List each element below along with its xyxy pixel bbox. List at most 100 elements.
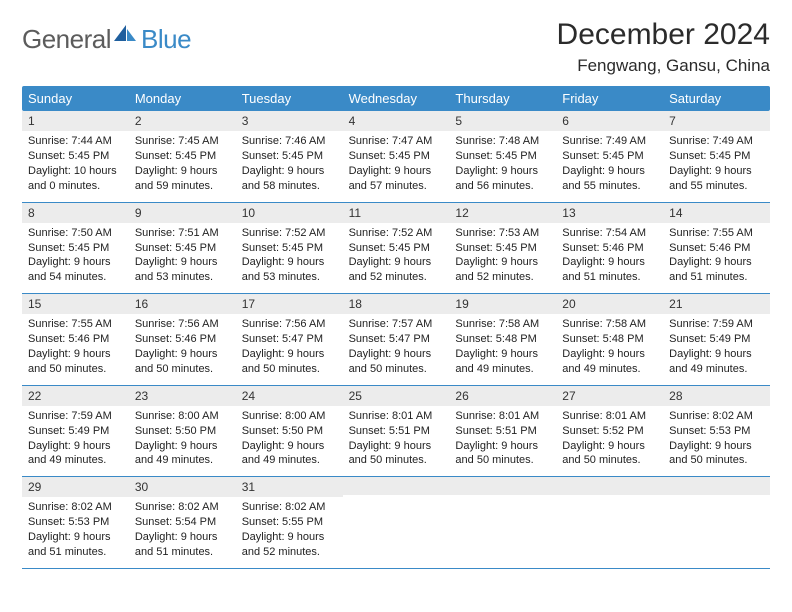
daylight-line: Daylight: 9 hours and 57 minutes. [349,164,444,194]
day-number: 11 [343,203,450,223]
day-number: 22 [22,386,129,406]
sunset-line: Sunset: 5:50 PM [135,424,230,439]
daylight-line: Daylight: 9 hours and 55 minutes. [562,164,657,194]
sunrise-line: Sunrise: 8:01 AM [455,409,550,424]
sunrise-line: Sunrise: 7:55 AM [28,317,123,332]
day-number [343,477,450,495]
sunrise-line: Sunrise: 7:59 AM [669,317,764,332]
calendar-day [343,477,450,568]
day-number: 28 [663,386,770,406]
calendar-day: 4Sunrise: 7:47 AMSunset: 5:45 PMDaylight… [343,111,450,202]
calendar-day: 18Sunrise: 7:57 AMSunset: 5:47 PMDayligh… [343,294,450,385]
day-number: 7 [663,111,770,131]
sunrise-line: Sunrise: 7:48 AM [455,134,550,149]
daylight-line: Daylight: 10 hours and 0 minutes. [28,164,123,194]
calendar-day: 14Sunrise: 7:55 AMSunset: 5:46 PMDayligh… [663,203,770,294]
title-block: December 2024 Fengwang, Gansu, China [557,18,770,76]
daylight-line: Daylight: 9 hours and 50 minutes. [242,347,337,377]
calendar-day: 30 Sunrise: 8:02 AMSunset: 5:54 PMDayligh… [129,477,236,568]
sunset-line: Sunset: 5:48 PM [455,332,550,347]
sunset-line: Sunset: 5:49 PM [28,424,123,439]
sunset-line: Sunset: 5:53 PM [669,424,764,439]
sunrise-line: Sunrise: 7:51 AM [135,226,230,241]
day-number: 10 [236,203,343,223]
calendar-day: 25Sunrise: 8:01 AMSunset: 5:51 PMDayligh… [343,386,450,477]
weekday-fri: Friday [556,86,663,111]
day-number: 13 [556,203,663,223]
day-number: 3 [236,111,343,131]
location-label: Fengwang, Gansu, China [557,56,770,76]
day-number: 18 [343,294,450,314]
calendar-day: 16Sunrise: 7:56 AMSunset: 5:46 PMDayligh… [129,294,236,385]
sunrise-line: Sunrise: 8:01 AM [349,409,444,424]
sunset-line: Sunset: 5:54 PM [135,515,230,530]
calendar-day: 15Sunrise: 7:55 AMSunset: 5:46 PMDayligh… [22,294,129,385]
calendar-day: 24Sunrise: 8:00 AMSunset: 5:50 PMDayligh… [236,386,343,477]
calendar-day: 22Sunrise: 7:59 AMSunset: 5:49 PMDayligh… [22,386,129,477]
daylight-line: Daylight: 9 hours and 49 minutes. [562,347,657,377]
sunset-line: Sunset: 5:51 PM [455,424,550,439]
sunset-line: Sunset: 5:45 PM [242,241,337,256]
calendar-week: 8Sunrise: 7:50 AMSunset: 5:45 PMDaylight… [22,203,770,295]
daylight-line: Daylight: 9 hours and 49 minutes. [455,347,550,377]
calendar-day: 1Sunrise: 7:44 AMSunset: 5:45 PMDaylight… [22,111,129,202]
daylight-line: Daylight: 9 hours and 53 minutes. [242,255,337,285]
sunset-line: Sunset: 5:45 PM [135,241,230,256]
sunset-line: Sunset: 5:51 PM [349,424,444,439]
daylight-line: Daylight: 9 hours and 49 minutes. [28,439,123,469]
sunrise-line: Sunrise: 7:57 AM [349,317,444,332]
sunrise-line: Sunrise: 7:49 AM [562,134,657,149]
sunset-line: Sunset: 5:47 PM [242,332,337,347]
day-number: 9 [129,203,236,223]
day-number: 26 [449,386,556,406]
sunset-line: Sunset: 5:45 PM [349,149,444,164]
sunset-line: Sunset: 5:45 PM [455,241,550,256]
calendar-day: 28Sunrise: 8:02 AMSunset: 5:53 PMDayligh… [663,386,770,477]
sunrise-line: Sunrise: 7:56 AM [242,317,337,332]
sunset-line: Sunset: 5:55 PM [242,515,337,530]
day-number: 24 [236,386,343,406]
sunrise-line: Sunrise: 7:52 AM [242,226,337,241]
sunrise-line: Sunrise: 7:56 AM [135,317,230,332]
calendar-day: 10 Sunrise: 7:52 AMSunset: 5:45 PMDayligh… [236,203,343,294]
day-number [449,477,556,495]
daylight-line: Daylight: 9 hours and 51 minutes. [669,255,764,285]
calendar-day: 29Sunrise: 8:02 AMSunset: 5:53 PMDayligh… [22,477,129,568]
weekday-header: Sunday Monday Tuesday Wednesday Thursday… [22,86,770,111]
calendar-day [556,477,663,568]
daylight-line: Daylight: 9 hours and 55 minutes. [669,164,764,194]
day-number: 2 [129,111,236,131]
calendar-day [663,477,770,568]
sunset-line: Sunset: 5:45 PM [242,149,337,164]
weekday-tue: Tuesday [236,86,343,111]
day-number: 23 [129,386,236,406]
calendar-week: 29Sunrise: 8:02 AMSunset: 5:53 PMDayligh… [22,477,770,569]
sunrise-line: Sunrise: 8:02 AM [135,500,230,515]
calendar-day: 27Sunrise: 8:01 AMSunset: 5:52 PMDayligh… [556,386,663,477]
calendar-day: 2Sunrise: 7:45 AMSunset: 5:45 PMDaylight… [129,111,236,202]
daylight-line: Daylight: 9 hours and 52 minutes. [349,255,444,285]
calendar-day: 23Sunrise: 8:00 AMSunset: 5:50 PMDayligh… [129,386,236,477]
calendar-grid: 1Sunrise: 7:44 AMSunset: 5:45 PMDaylight… [22,111,770,569]
sunrise-line: Sunrise: 7:46 AM [242,134,337,149]
daylight-line: Daylight: 9 hours and 56 minutes. [455,164,550,194]
calendar-page: General Blue December 2024 Fengwang, Gan… [0,0,792,587]
daylight-line: Daylight: 9 hours and 52 minutes. [242,530,337,560]
logo-word-2: Blue [141,24,191,55]
daylight-line: Daylight: 9 hours and 51 minutes. [562,255,657,285]
day-number: 30 [129,477,236,497]
sunrise-line: Sunrise: 8:02 AM [242,500,337,515]
calendar-day: 6Sunrise: 7:49 AMSunset: 5:45 PMDaylight… [556,111,663,202]
weekday-thu: Thursday [449,86,556,111]
daylight-line: Daylight: 9 hours and 51 minutes. [135,530,230,560]
day-number: 19 [449,294,556,314]
calendar-day: 8Sunrise: 7:50 AMSunset: 5:45 PMDaylight… [22,203,129,294]
calendar-day [449,477,556,568]
day-number: 29 [22,477,129,497]
sunset-line: Sunset: 5:46 PM [669,241,764,256]
sunrise-line: Sunrise: 8:01 AM [562,409,657,424]
sunset-line: Sunset: 5:45 PM [455,149,550,164]
sunrise-line: Sunrise: 7:58 AM [562,317,657,332]
calendar-day: 7Sunrise: 7:49 AMSunset: 5:45 PMDaylight… [663,111,770,202]
calendar-day: 5Sunrise: 7:48 AMSunset: 5:45 PMDaylight… [449,111,556,202]
